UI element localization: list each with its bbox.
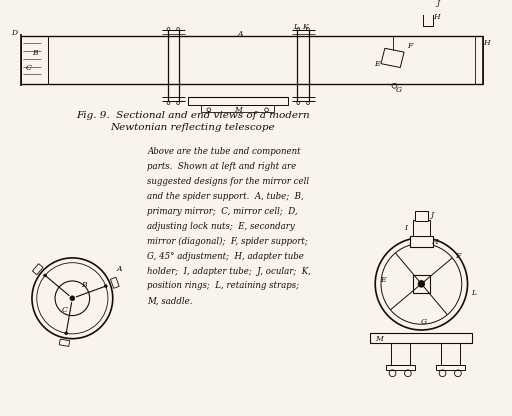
Circle shape: [65, 332, 68, 335]
Bar: [441, 344, 460, 364]
Text: C: C: [62, 306, 68, 314]
Text: L: L: [293, 23, 298, 31]
Text: F: F: [407, 42, 413, 50]
Text: holder;  I, adapter tube;  J, ocular;  K,: holder; I, adapter tube; J, ocular; K,: [147, 267, 311, 275]
Bar: [421, 0, 435, 10]
Bar: [413, 220, 430, 236]
Text: E: E: [380, 276, 386, 284]
Text: I: I: [404, 224, 408, 232]
Text: H: H: [483, 40, 490, 47]
Bar: [391, 344, 410, 364]
Text: Fig. 9.  Sectional and end views of a modern: Fig. 9. Sectional and end views of a mod…: [76, 111, 309, 120]
Text: Newtonian reflecting telescope: Newtonian reflecting telescope: [110, 123, 275, 131]
Text: M, saddle.: M, saddle.: [147, 296, 193, 305]
Text: F: F: [455, 252, 460, 260]
Circle shape: [104, 285, 107, 287]
Bar: [201, 105, 274, 112]
Text: M: M: [234, 106, 242, 114]
Circle shape: [44, 274, 47, 277]
Text: K: K: [302, 23, 308, 31]
Bar: [188, 97, 288, 105]
Text: H: H: [432, 238, 438, 245]
Text: M: M: [375, 334, 383, 343]
Text: and the spider support.  A, tube;  B,: and the spider support. A, tube; B,: [147, 192, 304, 201]
Text: J: J: [431, 210, 434, 219]
Bar: [22, 36, 48, 84]
Text: H: H: [434, 12, 440, 20]
Text: G: G: [421, 318, 428, 326]
Text: D: D: [11, 29, 17, 37]
Circle shape: [70, 296, 75, 301]
Text: suggested designs for the mirror cell: suggested designs for the mirror cell: [147, 177, 309, 186]
Bar: [436, 364, 465, 370]
Bar: [415, 211, 428, 221]
Text: L: L: [471, 290, 476, 297]
Bar: [370, 333, 473, 344]
Text: J: J: [436, 0, 439, 7]
Text: parts.  Shown at left and right are: parts. Shown at left and right are: [147, 162, 296, 171]
Text: C: C: [26, 64, 32, 72]
Bar: [475, 36, 483, 84]
Text: G, 45° adjustment;  H, adapter tube: G, 45° adjustment; H, adapter tube: [147, 252, 304, 261]
Text: E: E: [374, 59, 380, 68]
Text: B: B: [32, 49, 38, 57]
Text: A: A: [238, 30, 243, 38]
Bar: [413, 275, 430, 292]
Circle shape: [418, 280, 425, 287]
Text: mirror (diagonal);  F, spider support;: mirror (diagonal); F, spider support;: [147, 237, 308, 246]
Bar: [410, 236, 433, 247]
Text: position rings;  L, retaining straps;: position rings; L, retaining straps;: [147, 282, 300, 290]
Text: A: A: [117, 265, 122, 273]
Text: Above are the tube and component: Above are the tube and component: [147, 147, 301, 156]
Bar: [386, 364, 415, 370]
Text: adjusting lock nuts;  E, secondary: adjusting lock nuts; E, secondary: [147, 222, 295, 231]
Text: primary mirror;  C, mirror cell;  D,: primary mirror; C, mirror cell; D,: [147, 207, 298, 216]
Text: G: G: [396, 86, 402, 94]
Text: B: B: [81, 281, 87, 289]
Bar: [423, 9, 433, 26]
